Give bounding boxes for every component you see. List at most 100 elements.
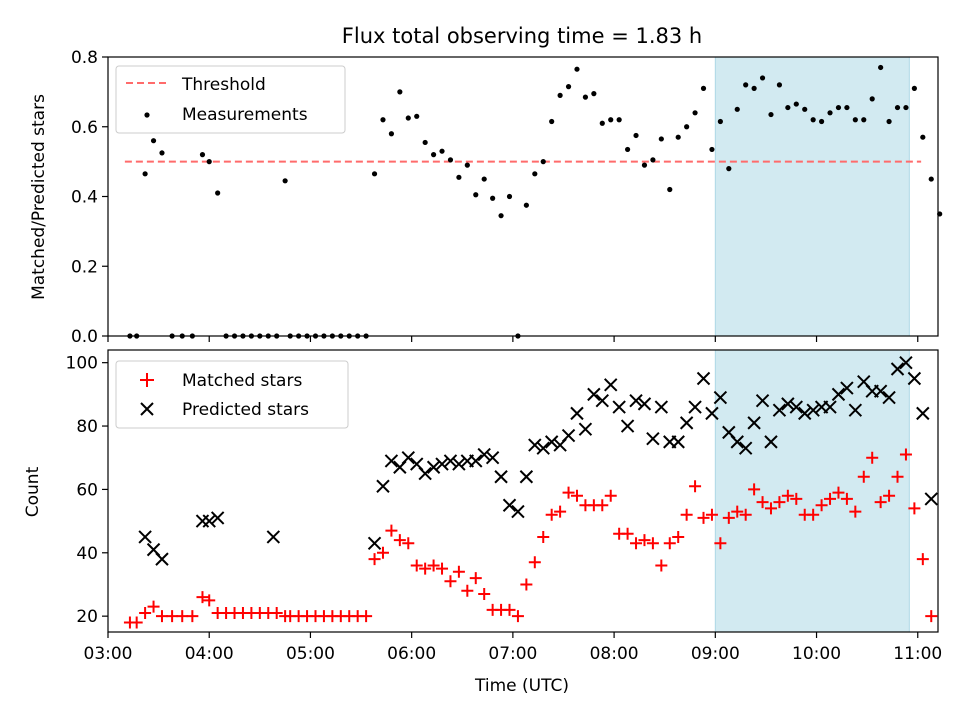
measurement-point xyxy=(726,166,732,172)
measurement-point xyxy=(624,146,631,153)
predicted-star-point xyxy=(620,419,635,433)
measurement-point xyxy=(599,120,605,126)
bottom-y-axis-label: Count xyxy=(23,466,43,517)
y-tick-label: 60 xyxy=(76,480,98,500)
matched-star-point xyxy=(203,594,216,607)
measurement-point xyxy=(574,66,580,72)
matched-star-point xyxy=(815,499,828,512)
measurement-point xyxy=(667,186,673,193)
y-tick-label: 100 xyxy=(66,354,98,374)
matched-star-point xyxy=(663,537,676,550)
bottom-panel-frame xyxy=(107,349,939,633)
measurement-point xyxy=(414,113,420,119)
matched-star-point xyxy=(630,537,643,550)
measurement-point xyxy=(751,85,757,91)
measurement-point xyxy=(675,134,681,140)
matched-star-point xyxy=(452,565,465,578)
matched-star-point xyxy=(436,562,449,575)
bottom-panel: 20 40 60 80 100 03:00 04:00 05:00 06:00 07:00 08:… xyxy=(23,349,942,696)
measurement-point xyxy=(903,104,909,111)
legend-measurements-swatch xyxy=(144,112,150,118)
top-legend-box xyxy=(115,65,346,134)
predicted-star-point xyxy=(890,362,905,376)
matched-star-point xyxy=(756,496,769,509)
matched-star-point xyxy=(883,489,896,502)
measurement-point xyxy=(481,176,487,182)
bottom-y-ticks: 20 40 60 80 100 xyxy=(66,354,108,627)
predicted-star-point xyxy=(544,435,559,449)
matched-star-point xyxy=(604,489,617,502)
matched-star-point xyxy=(528,556,541,569)
matched-star-point xyxy=(461,584,474,597)
measurement-point xyxy=(886,118,892,125)
predicted-star-point xyxy=(494,470,508,484)
x-tick-label: 05:00 xyxy=(286,644,335,664)
predicted-star-point xyxy=(646,432,660,446)
measurement-point xyxy=(540,159,546,165)
matched-star-point xyxy=(554,505,567,518)
matched-star-point xyxy=(689,480,702,493)
measurement-point xyxy=(159,150,165,156)
measurement-point xyxy=(439,148,445,154)
matched-star-point xyxy=(925,610,938,623)
matched-star-point xyxy=(824,492,837,505)
predicted-star-point xyxy=(840,381,854,395)
measurement-point xyxy=(844,104,850,111)
matched-star-point xyxy=(176,610,189,623)
predicted-star-point xyxy=(907,371,922,386)
measurement-point xyxy=(650,157,656,163)
matched-star-point xyxy=(155,610,168,623)
measurement-point xyxy=(658,136,664,142)
y-tick-label: 40 xyxy=(76,544,98,564)
predicted-star-point xyxy=(578,422,593,436)
matched-star-point xyxy=(739,508,752,521)
predicted-star-point xyxy=(528,438,542,452)
matched-star-point xyxy=(393,534,406,547)
matched-star-point xyxy=(270,606,283,619)
predicted-star-point xyxy=(155,552,169,566)
x-tick-label: 03:00 xyxy=(84,644,133,664)
x-tick-label: 11:00 xyxy=(893,644,942,664)
measurement-point xyxy=(734,106,740,112)
matched-star-point xyxy=(731,505,744,518)
matched-star-point xyxy=(790,492,803,505)
matched-star-point xyxy=(621,527,634,540)
matched-star-point xyxy=(722,511,735,524)
legend-threshold-label: Threshold xyxy=(181,75,266,95)
measurement-point xyxy=(422,139,428,146)
predicted-star-point xyxy=(452,457,466,471)
matched-star-point xyxy=(537,530,550,543)
predicted-star-point xyxy=(924,492,938,506)
predicted-star-point xyxy=(696,371,711,386)
y-tick-label: 20 xyxy=(76,607,98,627)
measurement-point xyxy=(641,162,648,168)
matched-star-point xyxy=(570,489,583,502)
matched-star-point xyxy=(469,572,482,585)
predicted-star-point xyxy=(738,441,753,455)
y-tick-label: 0.0 xyxy=(71,327,98,347)
matched-stars-points xyxy=(123,448,938,629)
matched-star-point xyxy=(714,537,727,550)
predicted-star-point xyxy=(561,428,576,443)
predicted-star-point xyxy=(781,397,795,411)
measurement-point xyxy=(684,124,690,130)
measurement-point xyxy=(549,118,555,125)
measurement-point xyxy=(430,152,437,158)
predicted-star-point xyxy=(485,451,500,465)
measurement-point xyxy=(206,159,212,165)
matched-star-point xyxy=(545,508,558,521)
matched-star-point xyxy=(562,486,575,499)
predicted-star-point xyxy=(426,460,441,474)
measurement-point xyxy=(692,110,698,116)
measurement-point xyxy=(565,84,572,90)
predicted-star-point xyxy=(772,403,787,417)
predicted-star-point xyxy=(138,530,152,544)
top-y-axis-label: Matched/Predicted stars xyxy=(29,94,49,300)
predicted-star-point xyxy=(469,454,483,468)
predicted-star-point xyxy=(266,530,281,544)
measurement-point xyxy=(793,101,799,107)
measurement-point xyxy=(150,138,157,144)
predicted-star-point xyxy=(789,400,804,414)
predicted-star-point xyxy=(595,393,609,408)
matched-star-point xyxy=(478,587,491,600)
